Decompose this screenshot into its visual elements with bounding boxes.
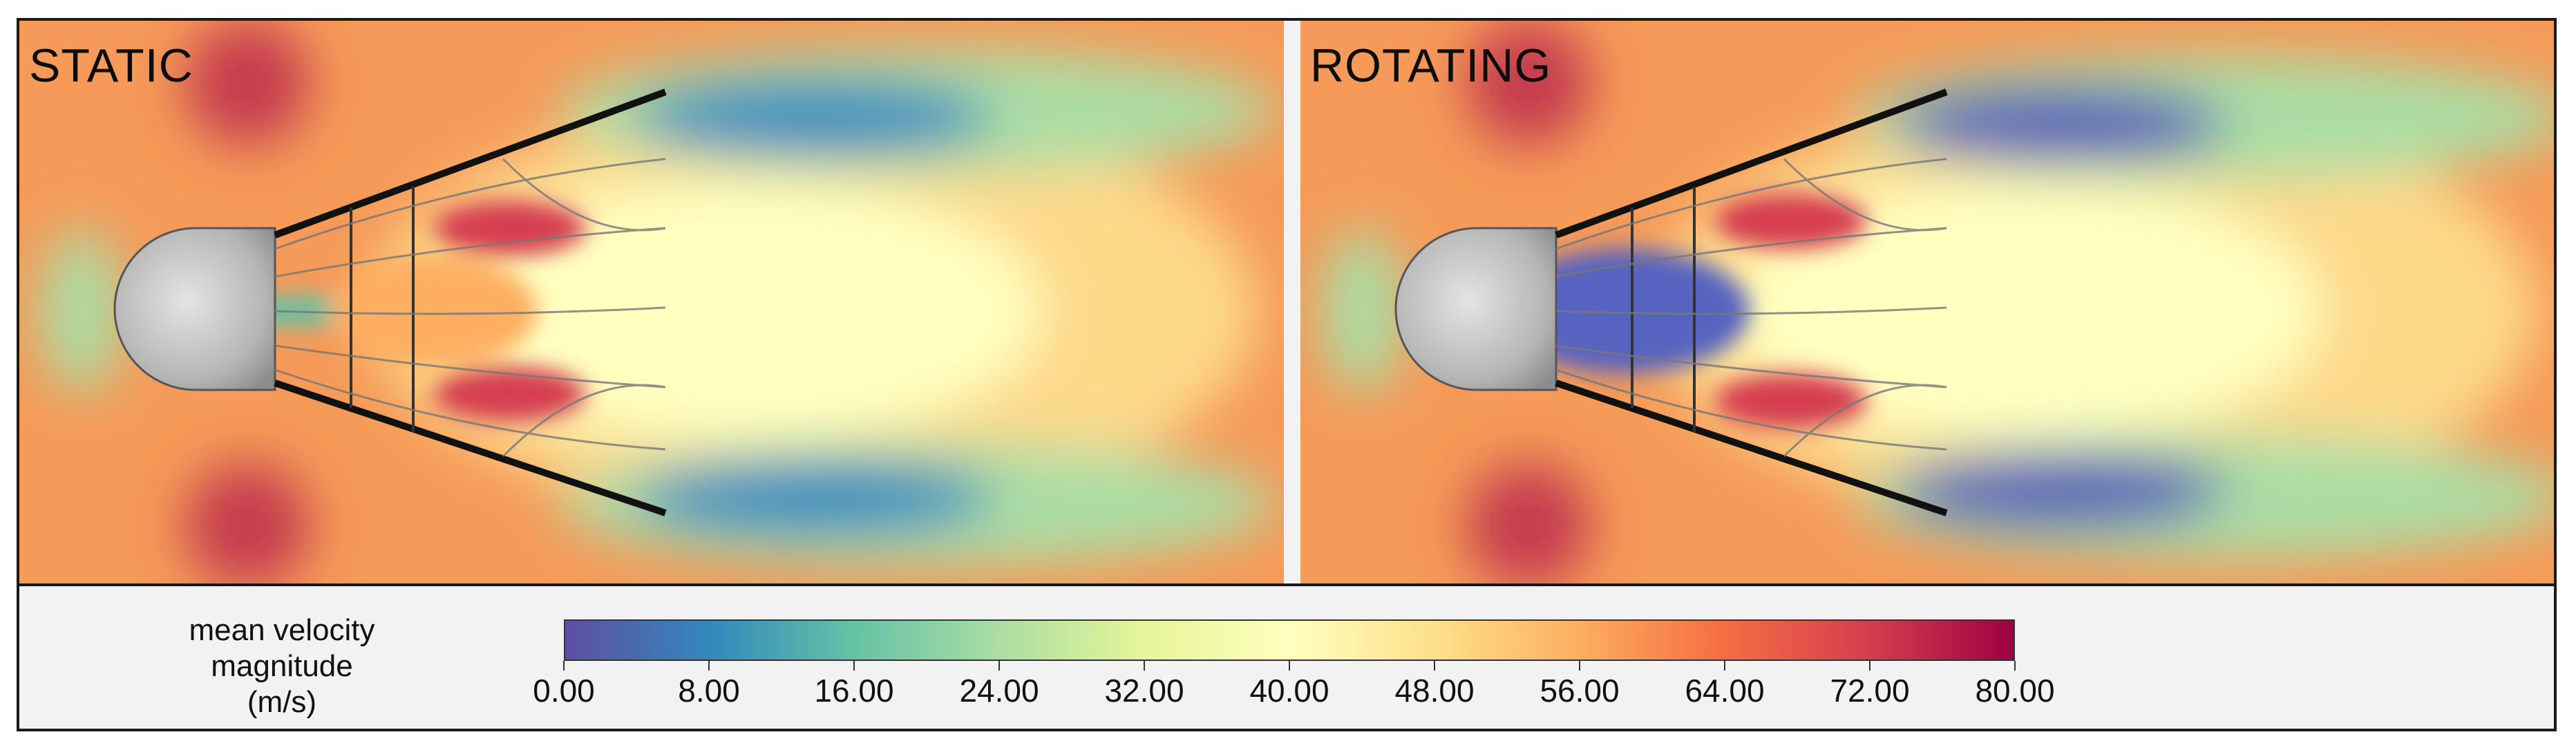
panel-divider [1284,21,1300,583]
colorbar-tick-mark [853,661,855,671]
colorbar-tick-mark [1869,661,1871,671]
colorbar-tick-label: 24.00 [959,673,1039,709]
colorbar-tick-label: 40.00 [1249,673,1329,709]
rotating-flow-field [1300,21,2554,583]
colorbar-tick-mark [1144,661,1145,671]
colorbar-tick-label: 80.00 [1975,673,2055,709]
colorbar-label: mean velocity magnitude (m/s) [178,613,386,720]
colorbar-tick-mark [1289,661,1290,671]
colorbar-tick-label: 72.00 [1830,673,1910,709]
colorbar-tick-label: 56.00 [1540,673,1620,709]
colorbar-legend: mean velocity magnitude (m/s) 0.00 8.00 16… [19,583,2554,729]
shuttlecock-rotating [1394,88,1948,516]
static-title: STATIC [29,39,193,92]
colorbar-label-line1: mean velocity [189,613,375,647]
colorbar-tick-label: 32.00 [1104,673,1184,709]
shuttlecock-static [113,88,667,516]
colorbar-tick-mark [1434,661,1435,671]
colorbar-tick-mark [563,661,565,671]
colorbar-tick-label: 16.00 [814,673,894,709]
rotating-title: ROTATING [1310,39,1552,92]
colorbar-tick-label: 48.00 [1394,673,1475,709]
figure-frame: STATIC [17,18,2557,731]
static-flow-field [19,21,1284,583]
colorbar-tick-label: 8.00 [678,673,740,709]
colorbar-tick-label: 0.00 [533,673,595,709]
colorbar-tick-mark [708,661,710,671]
colorbar-tick-label: 64.00 [1685,673,1765,709]
static-panel: STATIC [19,21,1284,583]
colorbar-tick-mark [1724,661,1725,671]
colorbar-tick-mark [1579,661,1580,671]
colorbar-tick-mark [998,661,1000,671]
rotating-panel: ROTATING [1300,21,2554,583]
colorbar-gradient [564,619,2015,661]
colorbar-tick-mark [2014,661,2016,671]
colorbar-label-line2: magnitude (m/s) [211,649,353,719]
